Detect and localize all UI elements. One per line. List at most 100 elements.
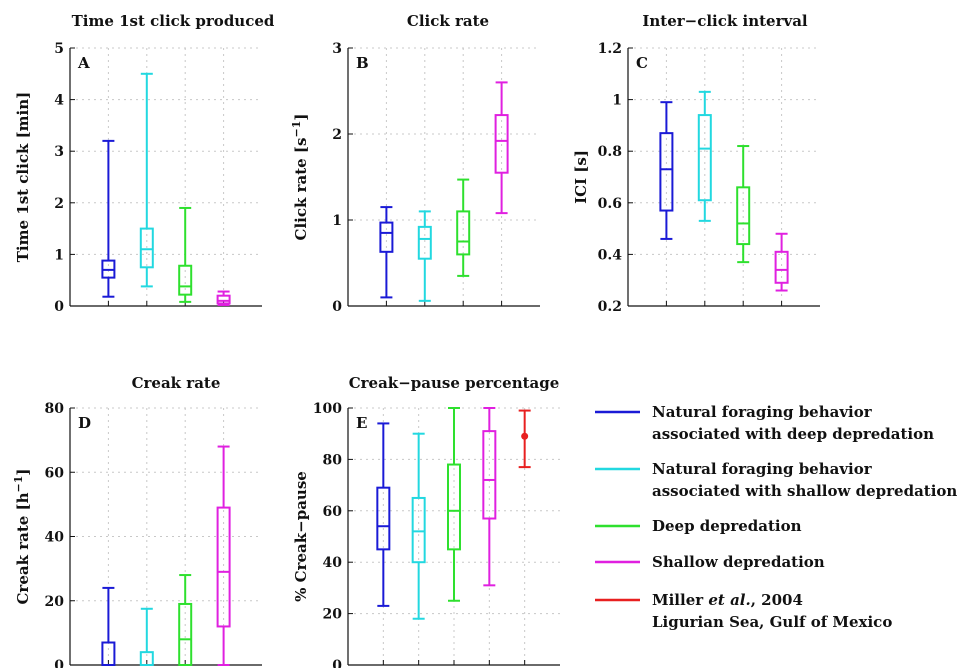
box-iqr [178, 602, 193, 667]
y-axis-label: Click rate [s−1] [290, 114, 310, 241]
box-series-4 [482, 407, 497, 587]
box-series-2 [139, 607, 154, 667]
box-series-4 [494, 81, 509, 215]
box-series-3 [447, 407, 461, 602]
y-tick-label: 0.6 [598, 196, 622, 212]
panel-title: Inter−click interval [642, 12, 808, 30]
legend-label: Shallow depredation [652, 553, 825, 571]
box-series-1 [101, 586, 116, 667]
panel-b: 0 1 2 3 Click rate B Click rate [s−1] [290, 12, 540, 315]
box-iqr [697, 114, 712, 202]
y-tick-label: 80 [45, 401, 65, 417]
y-tick-label: 0 [332, 299, 342, 315]
legend-label: Natural foraging behavior [652, 403, 873, 421]
legend-label-line2: associated with shallow depredation [652, 482, 957, 500]
legend-label: Miller et al., 2004 [652, 591, 803, 609]
y-tick-label: 3 [332, 41, 342, 57]
box-iqr [139, 227, 154, 269]
box-iqr [216, 294, 231, 305]
box-series-2 [697, 90, 712, 222]
panel-title: Time 1st click produced [72, 12, 275, 30]
y-axis-label: Creak rate [h−1] [12, 468, 32, 604]
legend-label: Deep depredation [652, 517, 802, 535]
y-tick-label: 0.2 [598, 299, 622, 315]
box-iqr [216, 506, 231, 628]
panel-title: Click rate [407, 12, 489, 30]
y-tick-label: 40 [323, 555, 343, 571]
y-tick-label: 0.4 [598, 247, 623, 263]
box-iqr [178, 264, 193, 296]
panel-a: 0 1 2 3 4 5 Time 1st click produced A Time 1st c… [14, 12, 275, 315]
box-iqr [411, 496, 426, 564]
box-iqr [659, 132, 674, 212]
y-axis-label: Time 1st click [min] [14, 92, 32, 262]
box-series-3 [178, 574, 193, 667]
box-iqr [417, 225, 432, 260]
y-tick-label: 1 [332, 213, 342, 229]
y-tick-label: 80 [323, 452, 343, 468]
panel-e: 0 20 40 60 80 100 Creak−pause percentage E % Cre… [292, 374, 560, 668]
panel-letter: D [78, 414, 91, 432]
legend-item-4: Shallow depredation [595, 553, 825, 571]
y-tick-label: 3 [54, 144, 64, 160]
box-series-2 [411, 432, 426, 620]
box-iqr [736, 186, 751, 246]
box-series-3 [456, 178, 471, 277]
y-tick-label: 60 [45, 465, 65, 481]
box-series-4 [774, 232, 789, 292]
panel-d: 0 20 40 60 80 Creak rate D Creak rate [h−1] [12, 374, 262, 668]
y-tick-label: 40 [45, 530, 65, 546]
y-tick-label: 20 [323, 607, 343, 623]
legend-item-3: Deep depredation [595, 517, 802, 535]
box-series-2 [139, 72, 154, 288]
panel-c: 0.2 0.4 0.6 0.8 1 1.2 Inter−click interval C ICI… [572, 12, 820, 315]
y-tick-label: 60 [323, 504, 343, 520]
box-iqr [379, 221, 394, 253]
panel-letter: C [636, 54, 648, 72]
box-iqr [456, 210, 471, 256]
panel-letter: B [356, 54, 369, 72]
y-tick-label: 0 [54, 658, 64, 668]
panel-title: Creak−pause percentage [349, 374, 560, 392]
panel-letter: E [356, 414, 367, 432]
y-tick-label: 1 [612, 93, 622, 109]
box-series-1 [659, 101, 674, 240]
y-axis-label: ICI [s] [572, 150, 590, 204]
box-series-3 [736, 145, 751, 264]
box-series-1 [101, 139, 116, 298]
legend: Natural foraging behavior associated with… [595, 403, 957, 631]
y-axis-label: % Creak−pause [292, 471, 310, 602]
legend-item-1: Natural foraging behavior associated with… [595, 403, 934, 443]
legend-label-line2: associated with deep depredation [652, 425, 934, 443]
box-series-5 [518, 409, 531, 469]
box-series-4 [216, 445, 231, 666]
legend-label-line2: Ligurian Sea, Gulf of Mexico [652, 613, 892, 631]
box-iqr [376, 486, 391, 551]
legend-item-5: Miller et al., 2004 Ligurian Sea, Gulf of… [595, 591, 892, 631]
y-tick-label: 1.2 [598, 41, 622, 57]
y-tick-label: 0 [332, 658, 342, 668]
y-tick-label: 100 [313, 401, 342, 417]
box-iqr [494, 114, 509, 174]
data-point [521, 432, 529, 440]
box-iqr [774, 250, 789, 284]
box-series-2 [417, 210, 432, 302]
y-tick-label: 0 [54, 299, 64, 315]
box-series-3 [178, 206, 193, 303]
y-tick-label: 4 [54, 93, 64, 109]
y-tick-label: 20 [45, 594, 65, 610]
y-tick-label: 2 [332, 127, 342, 143]
panel-letter: A [77, 54, 90, 72]
box-series-1 [376, 422, 391, 607]
box-iqr [482, 430, 497, 520]
box-series-4 [216, 290, 231, 306]
legend-item-2: Natural foraging behavior associated with… [595, 460, 957, 500]
y-tick-label: 5 [54, 41, 64, 57]
box-iqr [447, 463, 461, 551]
y-tick-label: 1 [54, 247, 64, 263]
panel-title: Creak rate [132, 374, 221, 392]
legend-label: Natural foraging behavior [652, 460, 873, 478]
box-series-1 [379, 206, 394, 299]
